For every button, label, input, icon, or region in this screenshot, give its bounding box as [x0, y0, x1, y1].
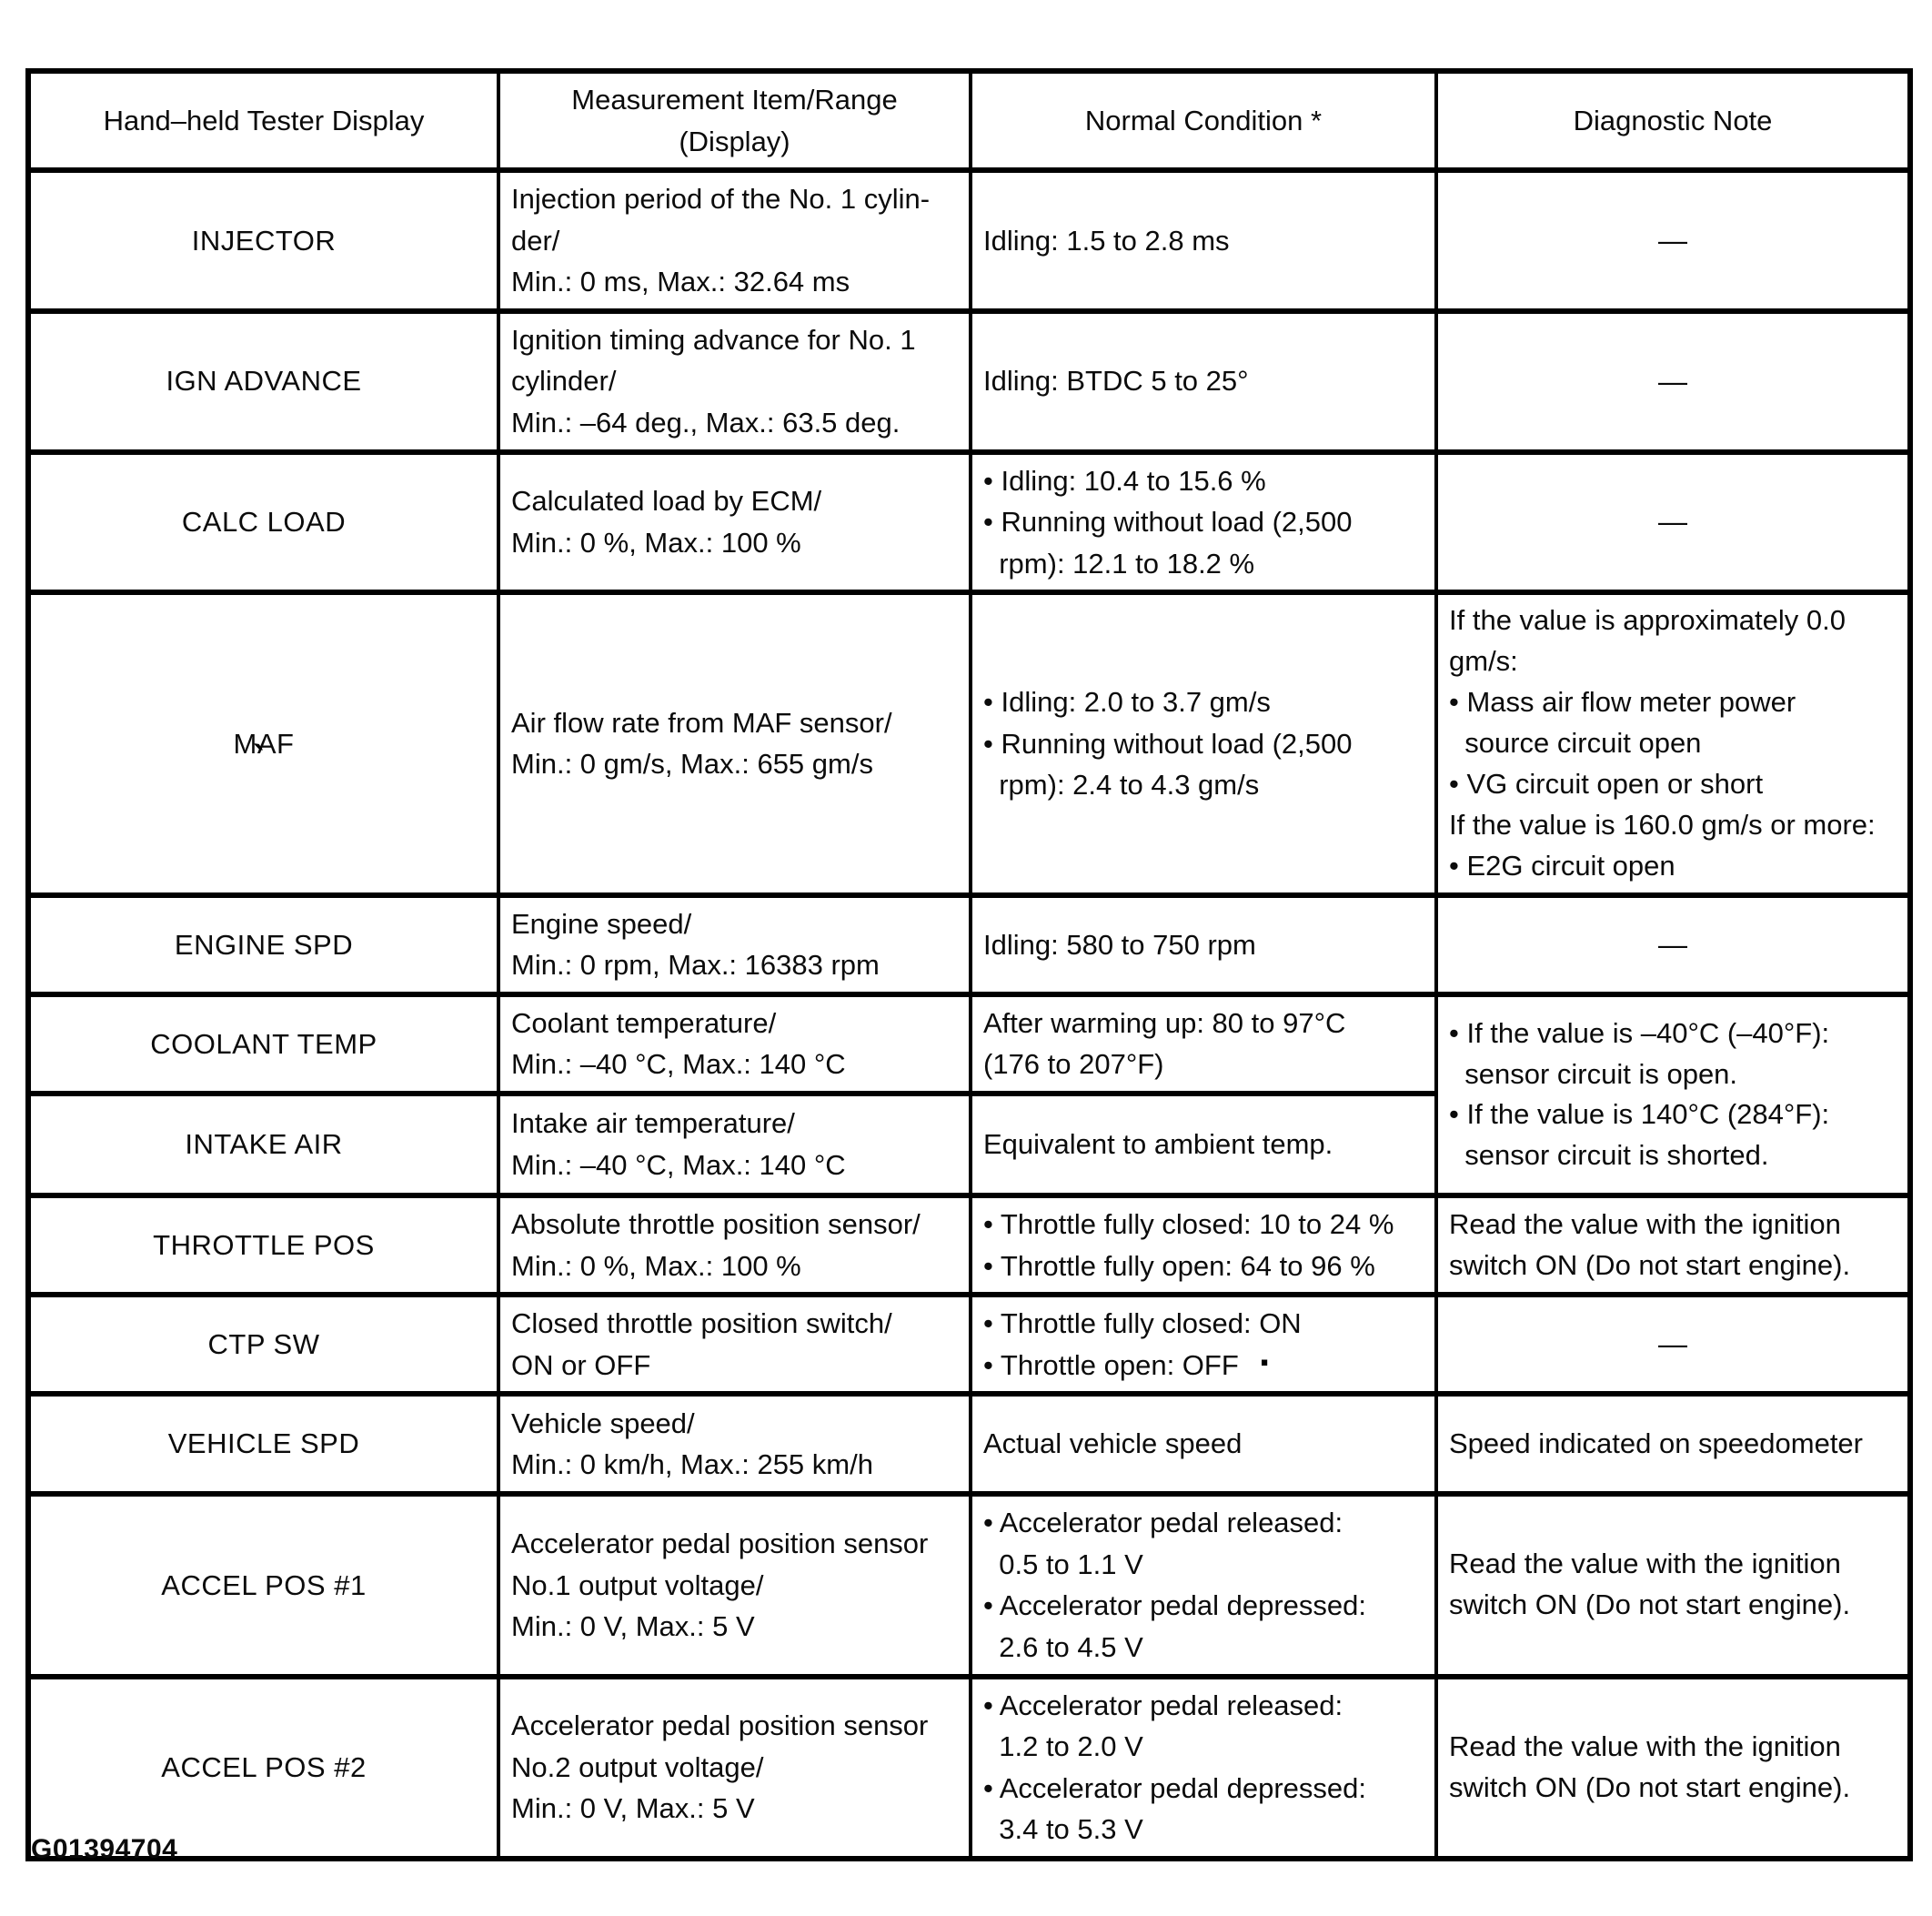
- table-row-vehicle-spd: VEHICLE SPD Vehicle speed/ Min.: 0 km/h,…: [26, 1391, 1912, 1498]
- cell-measurement: Air flow rate from MAF sensor/ Min.: 0 g…: [497, 590, 972, 898]
- header-measurement-item-range: Measurement Item/Range (Display): [497, 67, 972, 174]
- cell-normal-condition: Idling: 1.5 to 2.8 ms: [969, 167, 1438, 314]
- table-row-accel-pos-1: ACCEL POS #1 Accelerator pedal position …: [26, 1491, 1912, 1679]
- cell-diagnostic-note: —: [1434, 167, 1912, 314]
- cell-normal-condition: Actual vehicle speed: [969, 1391, 1438, 1498]
- cell-normal-condition: • Accelerator pedal released: 1.2 to 2.0…: [969, 1673, 1438, 1861]
- table-row-coolant-temp: COOLANT TEMP Coolant temperature/ Min.: …: [26, 991, 1912, 1199]
- table-row-intake-air: INTAKE AIR Intake air temperature/ Min.:…: [26, 1091, 1910, 1198]
- cell-normal-condition: Equivalent to ambient temp.: [969, 1091, 1438, 1198]
- cell-diagnostic-note: Read the value with the ignition switch …: [1434, 1491, 1912, 1679]
- cell-diagnostic-note-shared: • If the value is –40°C (–40°F): sensor …: [1434, 991, 1912, 1199]
- cell-display: CALC LOAD: [26, 449, 500, 596]
- table-row-ctp-sw: CTP SW Closed throttle position switch/ …: [26, 1292, 1912, 1397]
- cell-display: CTP SW: [26, 1292, 500, 1397]
- cell-display: VEHICLE SPD: [26, 1391, 500, 1498]
- cell-diagnostic-note: Speed indicated on speedometer: [1434, 1391, 1912, 1498]
- table-row-ign-advance: IGN ADVANCE Ignition timing advance for …: [26, 308, 1912, 455]
- cell-display: INJECTOR: [26, 167, 500, 314]
- cell-diagnostic-note: —: [1434, 1292, 1912, 1397]
- table-row-maf: MAF Air flow rate from MAF sensor/ Min.:…: [26, 590, 1912, 898]
- cell-normal-condition: • Idling: 2.0 to 3.7 gm/s • Running with…: [969, 590, 1438, 898]
- cell-display: MAF: [26, 590, 500, 898]
- cell-display: COOLANT TEMP: [26, 991, 500, 1097]
- cell-normal-condition: Idling: BTDC 5 to 25°: [969, 308, 1438, 455]
- diagnostic-data-table: Hand–held Tester Display Measurement Ite…: [25, 67, 1913, 1861]
- header-diagnostic-note: Diagnostic Note: [1434, 67, 1912, 174]
- figure-id-label: G01394704: [31, 1834, 178, 1864]
- table-header-row: Hand–held Tester Display Measurement Ite…: [26, 67, 1912, 174]
- header-normal-condition: Normal Condition *: [969, 67, 1438, 174]
- cell-measurement: Accelerator pedal position sensor No.1 o…: [497, 1491, 972, 1679]
- cell-display: THROTTLE POS: [26, 1192, 500, 1298]
- cell-measurement: Accelerator pedal position sensor No.2 o…: [497, 1673, 972, 1861]
- table-row-injector: INJECTOR Injection period of the No. 1 c…: [26, 167, 1912, 314]
- table-row-accel-pos-2: ACCEL POS #2 Accelerator pedal position …: [26, 1673, 1912, 1861]
- cell-measurement: Closed throttle position switch/ ON or O…: [497, 1292, 972, 1397]
- cell-measurement: Ignition timing advance for No. 1 cylind…: [497, 308, 972, 455]
- cell-measurement: Calculated load by ECM/ Min.: 0 %, Max.:…: [497, 449, 972, 596]
- cell-normal-condition: • Throttle fully closed: 10 to 24 % • Th…: [969, 1192, 1438, 1298]
- cell-diagnostic-note: If the value is approximately 0.0 gm/s: …: [1434, 590, 1912, 898]
- cell-measurement: Injection period of the No. 1 cylin- der…: [497, 167, 972, 314]
- cell-normal-condition: • Throttle fully closed: ON • Throttle o…: [969, 1292, 1438, 1397]
- cell-display: IGN ADVANCE: [26, 308, 500, 455]
- cell-display: ACCEL POS #2: [26, 1673, 500, 1861]
- cell-measurement: Vehicle speed/ Min.: 0 km/h, Max.: 255 k…: [497, 1391, 972, 1498]
- header-tester-display: Hand–held Tester Display: [26, 67, 500, 174]
- cell-normal-condition: • Accelerator pedal released: 0.5 to 1.1…: [969, 1491, 1438, 1679]
- cell-diagnostic-note: Read the value with the ignition switch …: [1434, 1673, 1912, 1861]
- scan-artifact-dot: .: [1259, 1330, 1271, 1375]
- table-row-engine-spd: ENGINE SPD Engine speed/ Min.: 0 rpm, Ma…: [26, 892, 1912, 997]
- cell-display: ENGINE SPD: [26, 892, 500, 997]
- cell-diagnostic-note: —: [1434, 308, 1912, 455]
- cell-normal-condition: • Idling: 10.4 to 15.6 % • Running witho…: [969, 449, 1438, 596]
- cell-diagnostic-note: —: [1434, 449, 1912, 596]
- cell-diagnostic-note: Read the value with the ignition switch …: [1434, 1192, 1912, 1298]
- table-row-calc-load: CALC LOAD Calculated load by ECM/ Min.: …: [26, 449, 1912, 596]
- cell-normal-condition: After warming up: 80 to 97°C (176 to 207…: [969, 991, 1438, 1097]
- table-row-throttle-pos: THROTTLE POS Absolute throttle position …: [26, 1192, 1912, 1298]
- cell-measurement: Absolute throttle position sensor/ Min.:…: [497, 1192, 972, 1298]
- cell-measurement: Engine speed/ Min.: 0 rpm, Max.: 16383 r…: [497, 892, 972, 997]
- cell-normal-condition: Idling: 580 to 750 rpm: [969, 892, 1438, 997]
- cell-measurement: Coolant temperature/ Min.: –40 °C, Max.:…: [497, 991, 972, 1097]
- cell-display: ACCEL POS #1: [26, 1491, 500, 1679]
- cell-diagnostic-note: —: [1434, 892, 1912, 997]
- cell-measurement: Intake air temperature/ Min.: –40 °C, Ma…: [497, 1091, 972, 1198]
- cell-display: INTAKE AIR: [26, 1091, 500, 1198]
